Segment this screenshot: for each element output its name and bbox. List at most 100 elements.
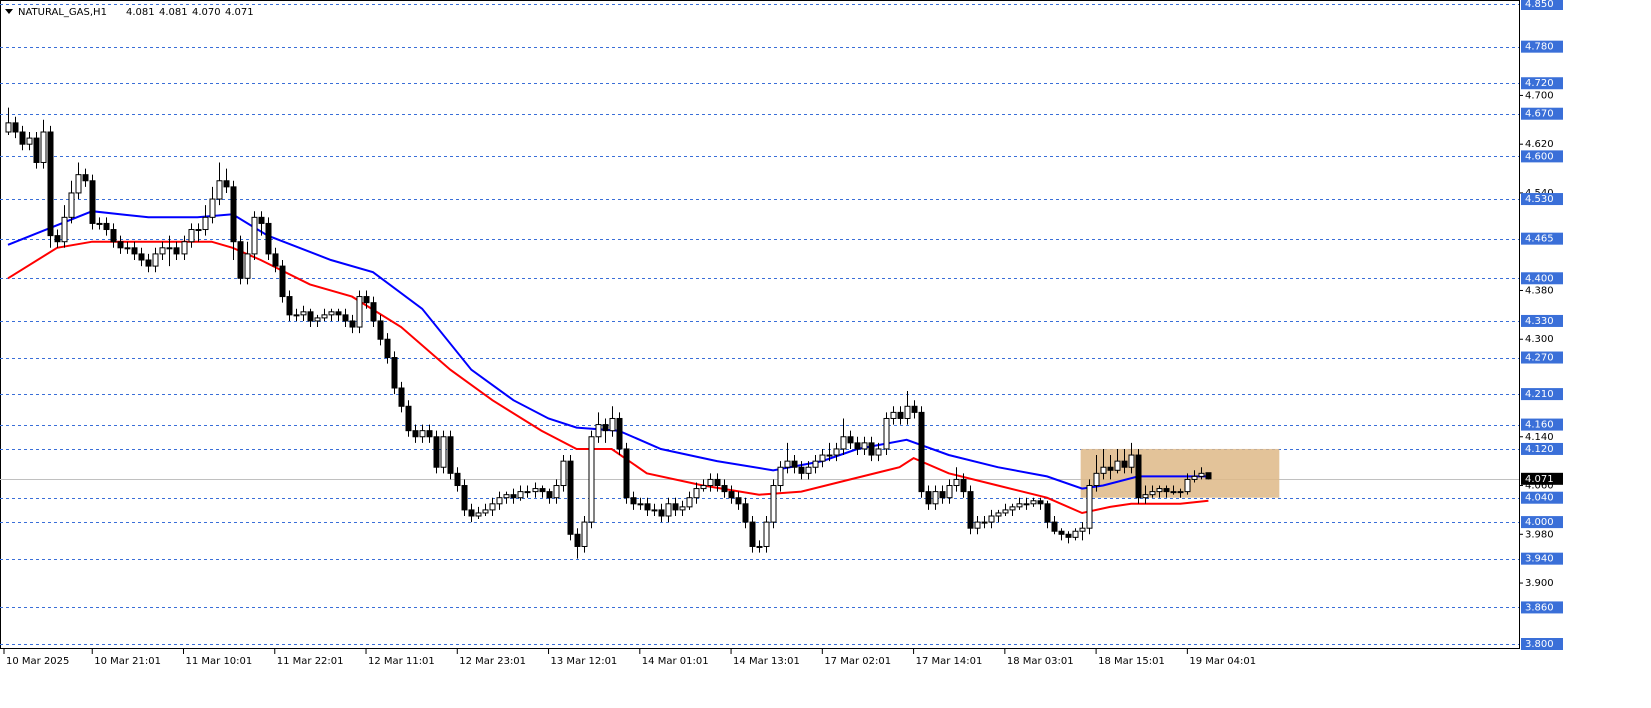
candle-body xyxy=(419,430,426,438)
y-tick-label: 4.380 xyxy=(1525,285,1554,296)
candle-body xyxy=(890,411,897,419)
candle-body xyxy=(588,436,595,523)
candle-body xyxy=(1030,500,1037,505)
candle-body xyxy=(454,472,461,487)
candle-body xyxy=(1051,521,1058,532)
candle-body xyxy=(307,311,314,322)
candle-body xyxy=(812,460,819,468)
candle-body xyxy=(651,509,658,512)
candle-body xyxy=(539,488,546,493)
candle-body xyxy=(658,509,665,517)
candle-body xyxy=(679,506,686,511)
candle-body xyxy=(1177,491,1184,494)
candle-body xyxy=(833,448,840,456)
level-label-box xyxy=(1521,418,1563,431)
y-tick-label: 4.300 xyxy=(1525,334,1554,345)
candle-body xyxy=(1149,491,1156,496)
candle-body xyxy=(328,311,335,316)
level-label: 3.940 xyxy=(1525,554,1554,565)
candle-body xyxy=(117,241,124,249)
candle-body xyxy=(237,241,244,279)
candle-body xyxy=(595,424,602,438)
x-tick-label: 18 Mar 03:01 xyxy=(1007,656,1074,667)
candle-body xyxy=(524,491,531,494)
level-label: 4.670 xyxy=(1525,109,1554,120)
candle-body xyxy=(159,247,166,255)
x-tick-label: 10 Mar 2025 xyxy=(6,656,69,667)
candle-body xyxy=(1100,466,1107,474)
candle-body xyxy=(854,442,861,450)
candle-body xyxy=(461,485,468,511)
candle-body xyxy=(1121,460,1128,468)
candle-body xyxy=(742,503,749,523)
candle-body xyxy=(1072,530,1079,538)
candle-body xyxy=(1163,488,1170,493)
candle-body xyxy=(1002,509,1009,514)
candle-body xyxy=(321,314,328,319)
candle-body xyxy=(1142,494,1149,499)
candle-body xyxy=(1058,530,1065,535)
candle-body xyxy=(1170,491,1177,494)
candle-body xyxy=(209,198,216,218)
candle-body xyxy=(777,466,784,487)
x-tick-label: 12 Mar 11:01 xyxy=(368,656,435,667)
level-label: 4.465 xyxy=(1525,234,1554,245)
level-label-box xyxy=(1521,193,1563,206)
candle-body xyxy=(756,545,763,548)
candle-body xyxy=(272,253,279,267)
zone xyxy=(1080,448,1280,498)
candle-body xyxy=(700,485,707,490)
candle-body xyxy=(26,137,33,145)
candle-body xyxy=(770,485,777,523)
candle-body xyxy=(560,460,567,487)
moving-average xyxy=(7,240,1209,515)
candle-body xyxy=(1086,485,1093,529)
y-tick-label: 3.980 xyxy=(1525,529,1554,540)
candle-body xyxy=(672,503,679,511)
candle-body xyxy=(939,491,946,499)
candle-body xyxy=(293,314,300,317)
candle-body xyxy=(61,216,68,243)
level-label: 4.600 xyxy=(1525,151,1554,162)
candle-body xyxy=(805,466,812,474)
candle-body xyxy=(517,491,524,499)
candle-body xyxy=(40,131,47,163)
candle-body xyxy=(995,512,1002,517)
candle-body xyxy=(96,222,103,225)
level-label: 4.530 xyxy=(1525,194,1554,205)
candle-body xyxy=(370,302,377,322)
current-price-label: 4.071 xyxy=(1525,474,1554,485)
candle-body xyxy=(616,417,623,450)
level-label-box xyxy=(1521,314,1563,327)
candle-body xyxy=(763,521,770,547)
candle-body xyxy=(546,491,553,499)
y-tick-label: 4.700 xyxy=(1525,90,1554,101)
level-label-box xyxy=(1521,77,1563,90)
candle-body xyxy=(412,430,419,438)
level-label-box xyxy=(1521,442,1563,455)
level-label: 3.860 xyxy=(1525,602,1554,613)
level-label: 3.800 xyxy=(1525,639,1554,650)
candle-body xyxy=(384,338,391,359)
header-triangle xyxy=(5,9,13,14)
candle-body xyxy=(904,405,911,419)
candle-body xyxy=(707,478,714,487)
candle-body xyxy=(721,485,728,493)
level-label-box xyxy=(1521,552,1563,565)
candle-body xyxy=(791,460,798,468)
candle-body xyxy=(503,494,510,499)
level-label-box xyxy=(1521,351,1563,364)
ohlc-open: 4.081 xyxy=(126,7,155,18)
candle-body xyxy=(974,521,981,529)
candle-body xyxy=(1023,503,1030,506)
candle-body xyxy=(398,387,405,407)
level-label: 4.780 xyxy=(1525,42,1554,53)
candle-body xyxy=(19,131,26,145)
candle-body xyxy=(1184,478,1191,493)
candle-body xyxy=(223,180,230,188)
candle-body xyxy=(145,259,152,267)
candle-body xyxy=(553,485,560,499)
candle-body xyxy=(988,515,995,523)
x-tick-label: 11 Mar 10:01 xyxy=(186,656,253,667)
